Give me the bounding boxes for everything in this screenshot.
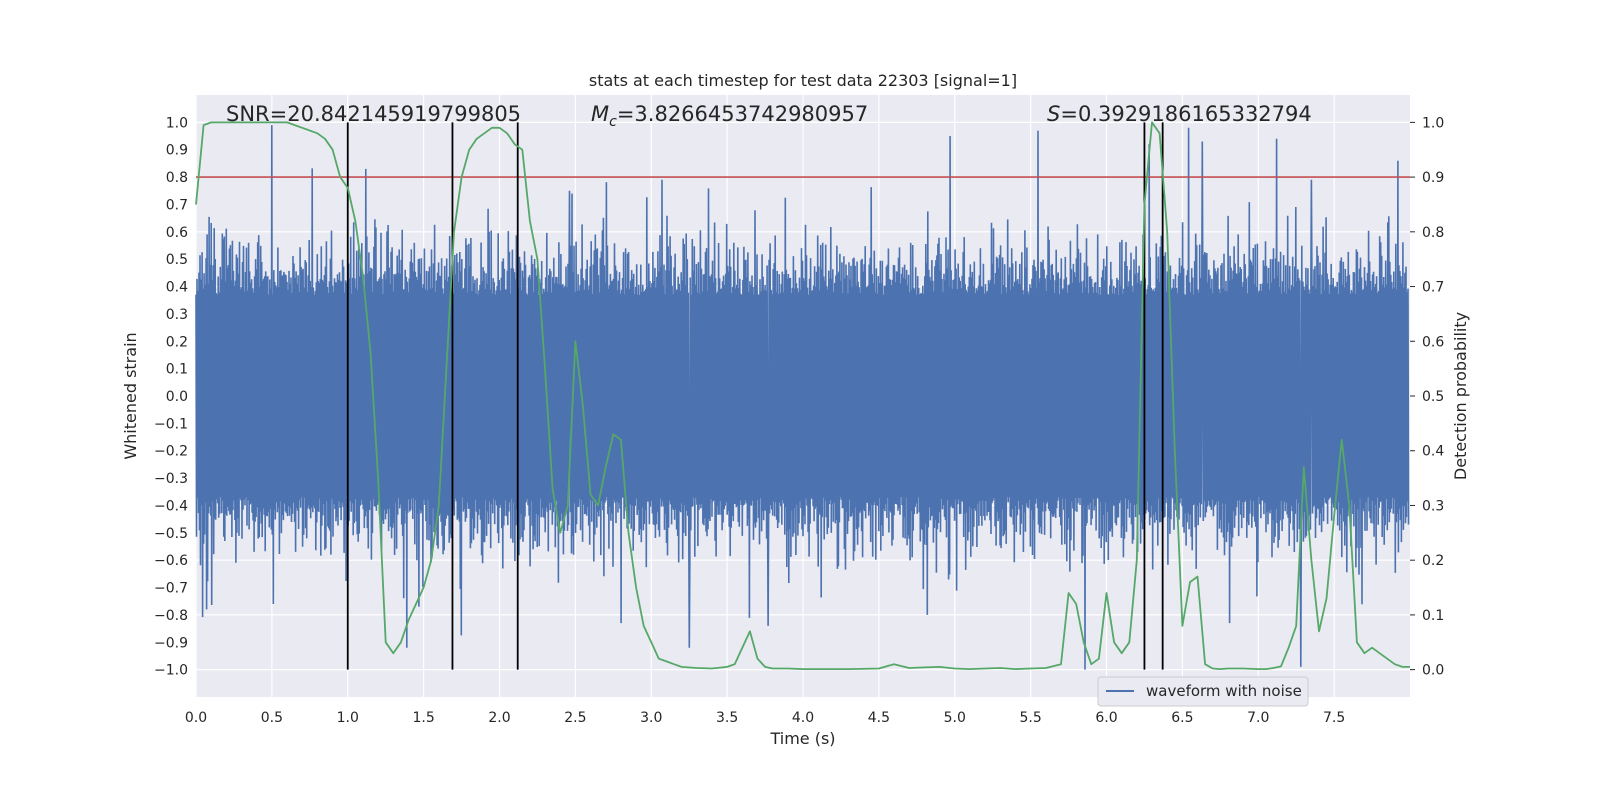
y-tick-label: 0.6 bbox=[166, 225, 188, 241]
y-tick-label: −1.0 bbox=[154, 663, 188, 679]
legend-label: waveform with noise bbox=[1146, 682, 1302, 700]
x-tick-label: 2.0 bbox=[488, 710, 510, 726]
chirp-mass-symbol: M bbox=[591, 102, 609, 126]
x-tick-label: 2.5 bbox=[564, 710, 586, 726]
y-tick-label: 0.1 bbox=[166, 362, 188, 378]
y2-axis-label: Detection probability bbox=[1451, 312, 1470, 480]
probability-line bbox=[195, 121, 1410, 670]
y2-tick-label: 1.0 bbox=[1422, 115, 1444, 131]
y-tick-label: −0.8 bbox=[154, 608, 188, 624]
waveform-series bbox=[195, 125, 1410, 670]
snr-annotation: SNR=20.842145919799805 bbox=[226, 102, 521, 126]
waveform-line bbox=[195, 125, 1410, 670]
y2-tick-label: 0.0 bbox=[1422, 663, 1444, 679]
y2-tick-label: 0.5 bbox=[1422, 389, 1444, 405]
y-tick-label: 1.0 bbox=[166, 115, 188, 131]
y-tick-label: −0.4 bbox=[154, 498, 188, 514]
y-tick-label: 0.3 bbox=[166, 307, 188, 323]
s-value: =0.3929186165332794 bbox=[1060, 102, 1311, 126]
y2-tick-label: 0.7 bbox=[1422, 280, 1444, 296]
x-tick-label: 1.0 bbox=[337, 710, 359, 726]
y2-tick-label: 0.4 bbox=[1422, 444, 1444, 460]
legend: waveform with noise bbox=[1097, 676, 1309, 707]
y-tick-label: 0.2 bbox=[166, 334, 188, 350]
chart-title: stats at each timestep for test data 223… bbox=[589, 71, 1017, 90]
x-tick-label: 4.0 bbox=[792, 710, 814, 726]
x-tick-label: 0.5 bbox=[261, 710, 283, 726]
y-tick-label: −0.2 bbox=[154, 444, 188, 460]
probability-series bbox=[195, 121, 1410, 670]
chirp-mass-subscript: c bbox=[609, 114, 617, 130]
y-tick-label: 0.9 bbox=[166, 143, 188, 159]
y-tick-label: −0.6 bbox=[154, 553, 188, 569]
y-tick-label: 0.0 bbox=[166, 389, 188, 405]
x-tick-label: 4.5 bbox=[868, 710, 890, 726]
x-axis-label: Time (s) bbox=[769, 729, 835, 748]
y2-tick-label: 0.6 bbox=[1422, 334, 1444, 350]
y-tick-label: 0.8 bbox=[166, 170, 188, 186]
y-axis-label: Whitened strain bbox=[121, 332, 140, 459]
y2-tick-label: 0.2 bbox=[1422, 553, 1444, 569]
legend-box bbox=[1097, 676, 1309, 707]
x-tick-label: 1.5 bbox=[412, 710, 434, 726]
x-tick-label: 3.0 bbox=[640, 710, 662, 726]
s-annotation: S=0.3929186165332794 bbox=[1047, 102, 1312, 126]
y2-tick-label: 0.9 bbox=[1422, 170, 1444, 186]
x-tick-label: 7.0 bbox=[1247, 710, 1269, 726]
chirp-mass-value: =3.8266453742980957 bbox=[617, 102, 868, 126]
y-tick-label: 0.5 bbox=[166, 252, 188, 268]
x-axis-ticks: 0.0 0.5 1.0 1.5 2.0 2.5 3.0 3.5 4.0 4.5 5.0 5.5 6.0 6… bbox=[185, 710, 1345, 726]
y-axis-ticks: 1.0 0.9 0.8 0.7 0.6 0.5 0.4 0.3 0.2 0.1 0.0 −0.1 −0.… bbox=[154, 115, 188, 678]
x-tick-label: 5.5 bbox=[1019, 710, 1041, 726]
y-tick-label: −0.5 bbox=[154, 526, 188, 542]
x-tick-label: 5.0 bbox=[944, 710, 966, 726]
y-tick-label: −0.9 bbox=[154, 635, 188, 651]
chirp-mass-annotation: Mc=3.8266453742980957 bbox=[591, 102, 868, 130]
x-tick-label: 0.0 bbox=[185, 710, 207, 726]
y-tick-label: −0.7 bbox=[154, 581, 188, 597]
y2-tick-label: 0.3 bbox=[1422, 498, 1444, 514]
y-tick-label: −0.3 bbox=[154, 471, 188, 487]
x-tick-label: 6.5 bbox=[1171, 710, 1193, 726]
x-tick-label: 7.5 bbox=[1323, 710, 1345, 726]
y2-tick-label: 0.1 bbox=[1422, 608, 1444, 624]
y-tick-label: 0.7 bbox=[166, 197, 188, 213]
x-tick-label: 3.5 bbox=[716, 710, 738, 726]
y2-axis-ticks: 0.0 0.1 0.2 0.3 0.4 0.5 0.6 0.7 0.8 0.9 1.0 bbox=[1410, 115, 1444, 679]
s-symbol: S bbox=[1047, 102, 1060, 126]
x-tick-label: 6.0 bbox=[1095, 710, 1117, 726]
y2-tick-label: 0.8 bbox=[1422, 225, 1444, 241]
vertical-lines bbox=[346, 122, 1164, 670]
y-tick-label: 0.4 bbox=[166, 280, 188, 296]
y-tick-label: −0.1 bbox=[154, 416, 188, 432]
